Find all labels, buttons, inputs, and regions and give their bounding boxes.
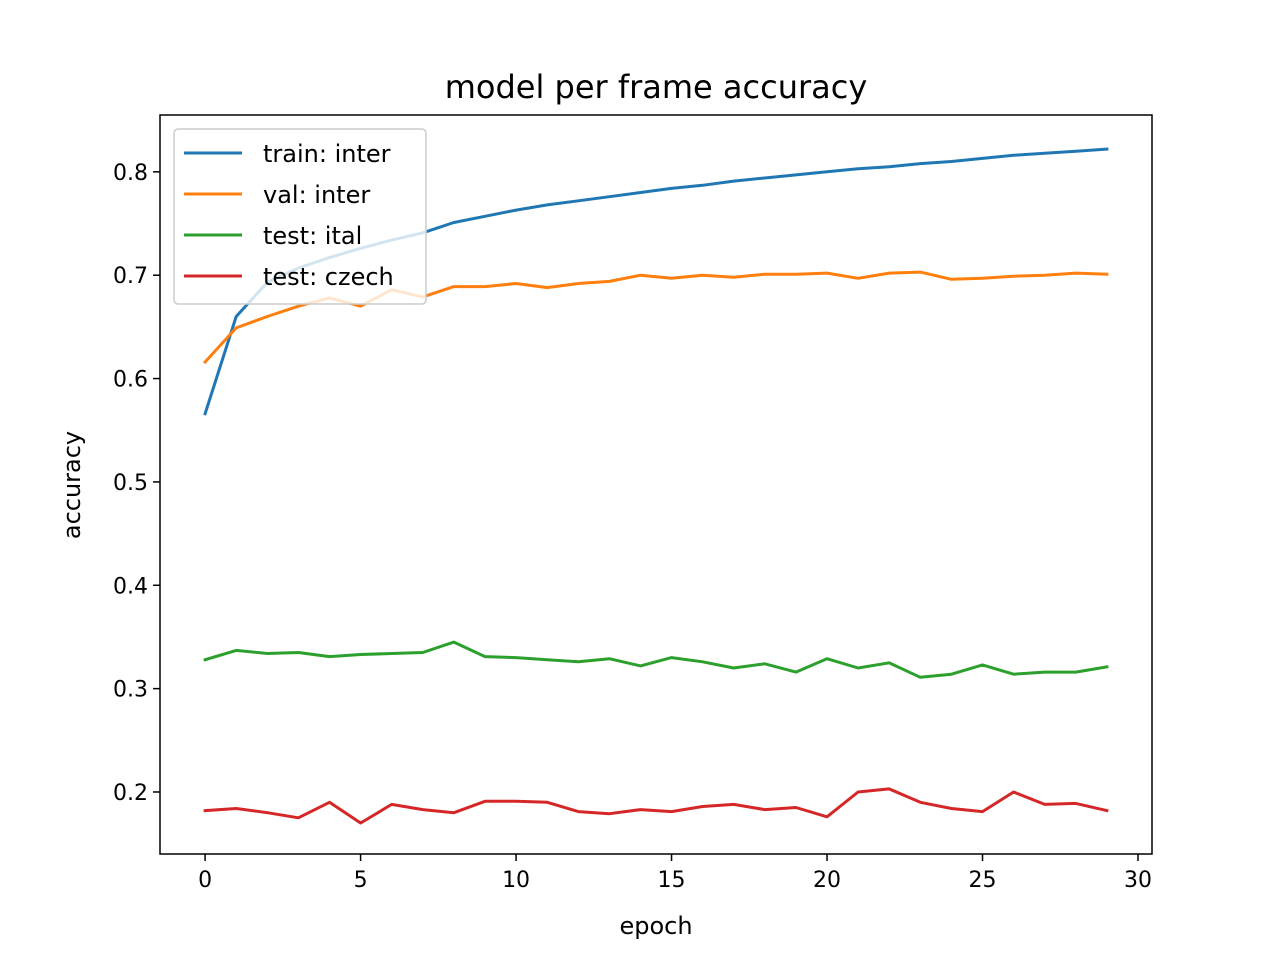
chart-title: model per frame accuracy [445,68,868,106]
x-tick-label: 30 [1124,868,1152,893]
x-axis: 0 5 10 15 20 25 30 [198,854,1152,893]
y-tick-label: 0.2 [113,781,148,806]
series-line-1 [202,270,1109,365]
x-tick-label: 15 [658,868,686,893]
legend-box [173,128,427,305]
y-tick-label: 0.6 [113,368,148,393]
legend-label-3: test: czech [263,263,394,291]
series-line-2 [203,640,1109,679]
y-tick-label: 0.8 [113,161,148,186]
y-tick-label: 0.4 [113,574,148,599]
plot-frame [159,114,1153,855]
legend-label-2: test: ital [263,222,362,250]
x-tick-label: 5 [354,868,368,893]
x-axis-label: epoch [619,912,692,940]
y-axis: 0.2 0.3 0.4 0.5 0.6 0.7 0.8 [113,161,160,806]
legend-label-0: train: inter [263,140,391,168]
x-tick-label: 0 [198,868,212,893]
x-tick-label: 20 [813,868,841,893]
legend: train: inter val: inter test: ital test: cz… [173,128,427,305]
legend-entries: train: inter val: inter test: ital test: cz… [184,140,394,291]
y-tick-label: 0.3 [113,678,148,703]
y-tick-label: 0.5 [113,471,148,496]
y-axis-label: accuracy [58,431,86,539]
y-tick-label: 0.7 [113,264,148,289]
x-tick-label: 10 [502,868,530,893]
x-tick-label: 25 [969,868,997,893]
legend-label-1: val: inter [263,181,370,209]
series-line-3 [203,787,1109,825]
